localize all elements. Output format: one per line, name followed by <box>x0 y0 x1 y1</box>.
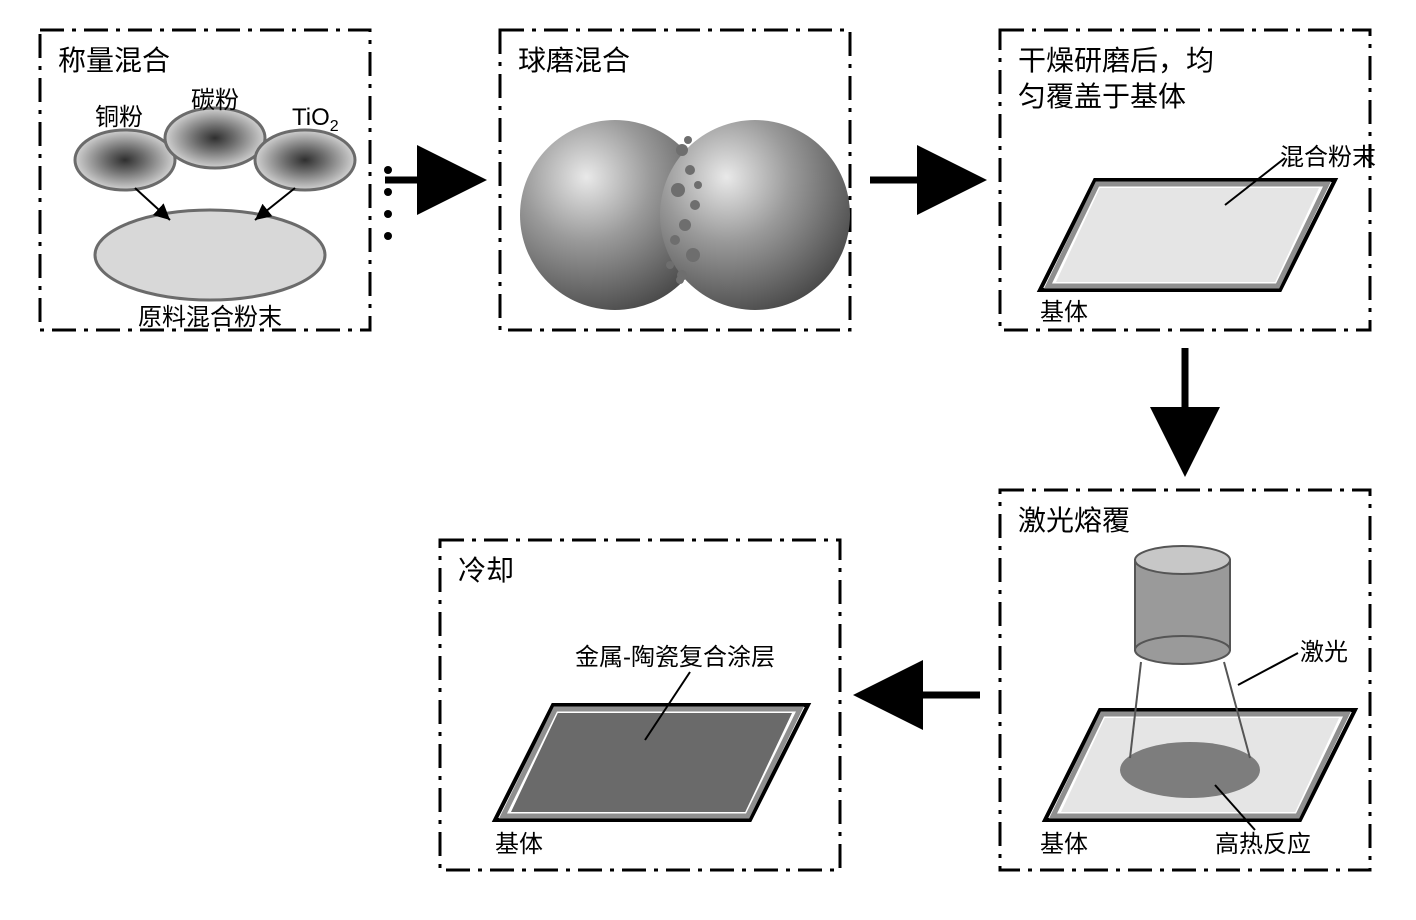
panel3-title-l2: 匀覆盖于基体 <box>1018 81 1186 112</box>
leader-laser <box>1238 653 1298 685</box>
label-reaction: 高热反应 <box>1215 831 1311 858</box>
panel5-title: 冷却 <box>458 555 514 586</box>
plate3-group <box>1040 180 1335 290</box>
label-carbon: 碳粉 <box>191 87 239 114</box>
label-laser: 激光 <box>1300 639 1348 666</box>
label-coating: 金属-陶瓷复合涂层 <box>575 644 775 671</box>
ellipsis-dot <box>384 188 392 196</box>
hot-spot <box>1120 742 1260 798</box>
copper-powder-icon <box>75 130 175 190</box>
debris-particle <box>694 181 702 189</box>
laser-bottom <box>1135 636 1230 664</box>
debris-particle <box>684 136 692 144</box>
panel4-title: 激光熔覆 <box>1018 505 1130 536</box>
label-tio2: TiO2 <box>292 104 339 135</box>
debris-particle <box>685 165 695 175</box>
label-copper: 铜粉 <box>95 104 143 131</box>
debris-particle <box>670 235 680 245</box>
debris-particle <box>666 261 674 269</box>
panel1-title: 称量混合 <box>58 45 170 76</box>
debris-particle <box>676 276 684 284</box>
debris-particle <box>676 144 688 156</box>
ellipsis-dot <box>384 232 392 240</box>
mill-ball-right <box>660 120 850 310</box>
mix-arrow-2 <box>255 188 295 220</box>
label-substrate-p4: 基体 <box>1040 831 1088 858</box>
plate5-group <box>495 705 808 820</box>
debris-particle <box>690 200 700 210</box>
panel3-title-l1: 干燥研磨后，均 <box>1018 45 1214 76</box>
panel2-title: 球磨混合 <box>518 45 630 76</box>
debris-particle <box>686 248 700 262</box>
laser-top <box>1135 546 1230 574</box>
label-powder-p3: 混合粉末 <box>1280 144 1376 171</box>
debris-particle <box>671 183 685 197</box>
label-substrate-p3: 基体 <box>1040 299 1088 326</box>
label-substrate-p5: 基体 <box>495 831 543 858</box>
ellipsis-dot <box>384 210 392 218</box>
label-mix: 原料混合粉末 <box>138 304 282 331</box>
tio2-powder-icon <box>255 130 355 190</box>
ellipsis-dot <box>384 166 392 174</box>
debris-particle <box>679 219 691 231</box>
mix-powder-icon <box>95 210 325 300</box>
carbon-powder-icon <box>165 108 265 168</box>
